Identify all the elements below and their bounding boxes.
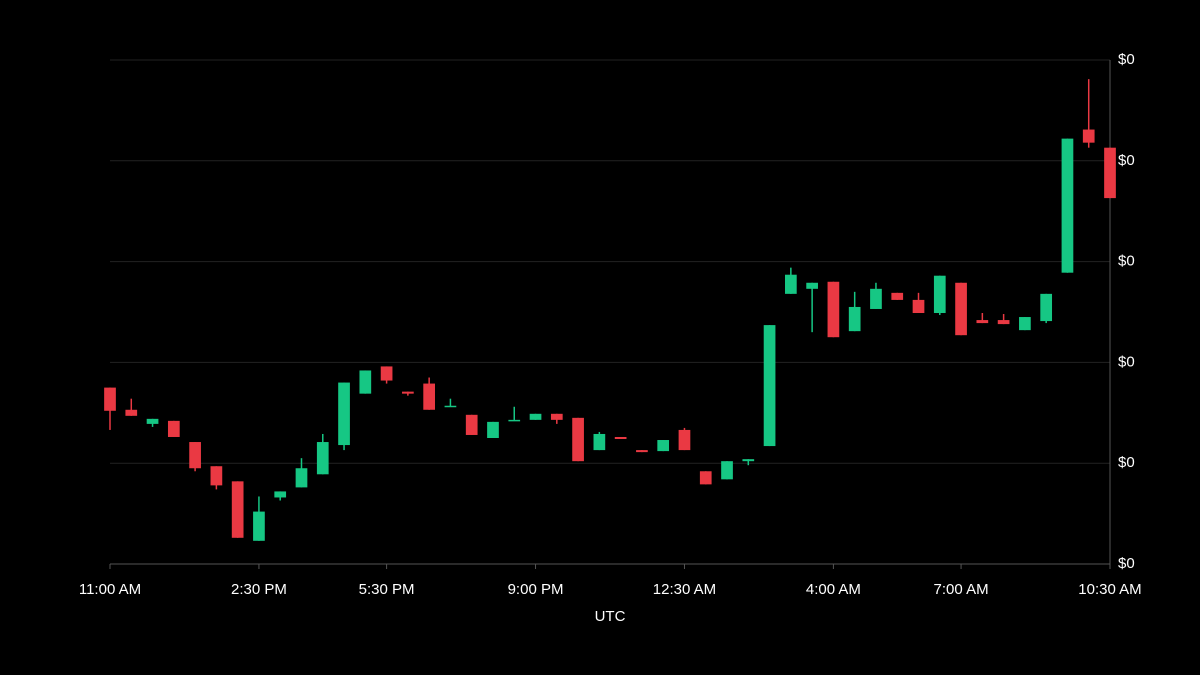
candle-body: [359, 370, 372, 394]
candle-body: [167, 420, 180, 437]
candle-body: [487, 421, 499, 438]
x-axis-title: UTC: [595, 608, 626, 625]
y-tick-label: $0: [1118, 253, 1135, 270]
candle-body: [806, 282, 818, 289]
candle-body: [827, 281, 840, 338]
candle-body: [976, 320, 989, 324]
candle-body: [785, 274, 797, 294]
candle-body: [1061, 138, 1074, 273]
candle-body: [763, 325, 776, 447]
candle-body: [614, 436, 627, 440]
y-tick-label: $0: [1118, 555, 1135, 572]
candle-body: [1019, 317, 1031, 331]
candle-body: [210, 466, 223, 486]
candle-body: [891, 292, 904, 300]
candle-body: [253, 511, 265, 541]
candle-body: [316, 442, 329, 475]
candle-body: [721, 461, 733, 480]
candle-body: [104, 387, 116, 411]
candle-body: [274, 491, 287, 498]
candle-body: [423, 383, 435, 410]
candle-body: [1082, 129, 1095, 143]
candle-body: [870, 288, 882, 309]
y-tick-label: $0: [1118, 152, 1135, 169]
candle-body: [380, 366, 393, 381]
y-tick-label: $0: [1118, 51, 1135, 68]
candle-body: [955, 282, 967, 336]
x-tick-label: 12:30 AM: [653, 581, 716, 598]
candle-body: [678, 429, 691, 451]
candle-body: [699, 471, 712, 485]
x-tick-label: 2:30 PM: [231, 581, 287, 598]
candle-body: [465, 414, 478, 435]
candle-body: [231, 481, 244, 538]
y-tick-label: $0: [1118, 454, 1135, 471]
candle-body: [572, 417, 584, 462]
candle-body: [402, 391, 414, 394]
candle-body: [529, 413, 542, 420]
y-tick-label: $0: [1118, 353, 1135, 370]
x-tick-label: 10:30 AM: [1078, 581, 1141, 598]
x-tick-label: 11:00 AM: [79, 581, 141, 598]
candle-body: [742, 459, 755, 462]
x-tick-label: 9:00 PM: [508, 581, 564, 598]
candle-body: [912, 299, 925, 314]
candle-body: [593, 433, 606, 451]
candle-body: [636, 450, 648, 453]
candle-body: [508, 419, 521, 422]
candle-body: [997, 320, 1010, 325]
candle-body: [146, 418, 159, 424]
x-tick-label: 7:00 AM: [934, 581, 989, 598]
candle-body: [848, 306, 861, 332]
candle-body: [657, 440, 670, 452]
candle-body: [933, 275, 946, 314]
candle-body: [550, 413, 563, 420]
x-tick-label: 4:00 AM: [806, 581, 861, 598]
x-tick-label: 5:30 PM: [359, 581, 415, 598]
candle-body: [444, 405, 457, 408]
candle-body: [1104, 147, 1116, 199]
candle-body: [1040, 293, 1053, 322]
candle-body: [338, 382, 350, 446]
candle-body: [189, 442, 201, 469]
candle-body: [125, 409, 138, 416]
candle-body: [295, 468, 308, 488]
